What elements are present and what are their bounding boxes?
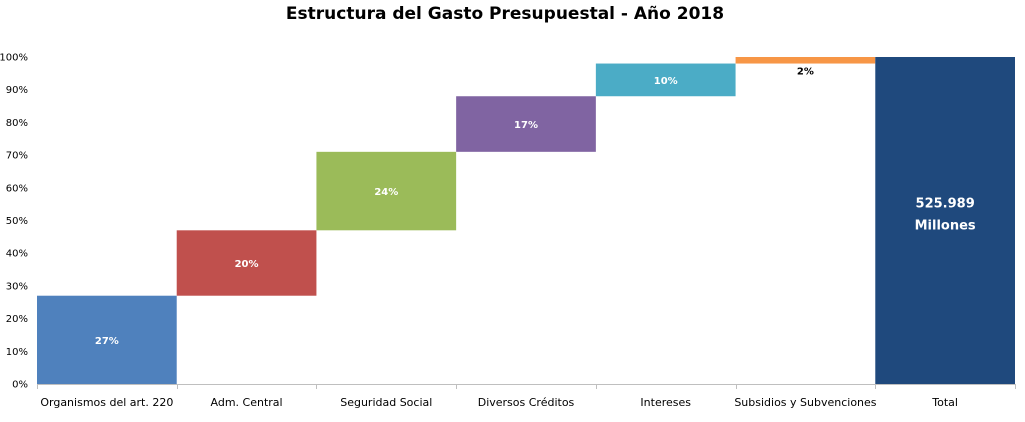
y-tick-label: 70% bbox=[6, 151, 28, 162]
x-category-label: Diversos Créditos bbox=[478, 396, 575, 409]
total-data-label: Millones bbox=[915, 219, 976, 234]
bar-segment bbox=[456, 96, 596, 152]
bar-segment bbox=[735, 57, 876, 64]
bar-data-label: 17% bbox=[514, 120, 538, 131]
x-category-label: Total bbox=[931, 396, 958, 409]
y-tick-label: 0% bbox=[12, 380, 28, 391]
labels-layer: 27% 20% 24% 17% 10% 2% 525.989 Millones bbox=[95, 67, 976, 347]
total-data-label: 525.989 bbox=[916, 197, 975, 212]
bar-segment bbox=[316, 151, 457, 231]
bars-layer bbox=[37, 57, 1015, 384]
bar-total bbox=[875, 57, 1015, 384]
x-category-label: Seguridad Social bbox=[340, 396, 432, 409]
y-tick-label: 10% bbox=[6, 347, 28, 358]
y-tick-label: 30% bbox=[6, 281, 28, 292]
y-tick-label: 40% bbox=[6, 249, 28, 260]
y-tick-label: 90% bbox=[6, 85, 28, 96]
bar-data-label: 24% bbox=[374, 187, 398, 198]
bar-segment bbox=[176, 230, 317, 296]
bar-data-label: 2% bbox=[797, 67, 814, 78]
y-tick-label: 50% bbox=[6, 216, 28, 227]
chart-title: Estructura del Gasto Presupuestal - Año … bbox=[285, 4, 725, 24]
x-category-label: Subsidios y Subvenciones bbox=[734, 396, 876, 409]
y-tick-label: 60% bbox=[6, 183, 28, 194]
bar-segment bbox=[595, 63, 736, 97]
x-category-label: Adm. Central bbox=[211, 396, 283, 409]
y-tick-label: 100% bbox=[0, 53, 28, 64]
x-category-label: Intereses bbox=[640, 396, 691, 409]
y-tick-label: 80% bbox=[6, 118, 28, 129]
bar-segment bbox=[37, 295, 177, 384]
bar-data-label: 27% bbox=[95, 336, 119, 347]
bar-data-label: 20% bbox=[235, 259, 259, 270]
bar-data-label: 10% bbox=[654, 76, 678, 87]
x-category-label: Organismos del art. 220 bbox=[40, 396, 173, 409]
axis-layer: 0% 10% 20% 30% 40% 50% 60% 70% 80% 90% 100% Organis… bbox=[0, 53, 1016, 409]
y-tick-label: 20% bbox=[6, 314, 28, 325]
